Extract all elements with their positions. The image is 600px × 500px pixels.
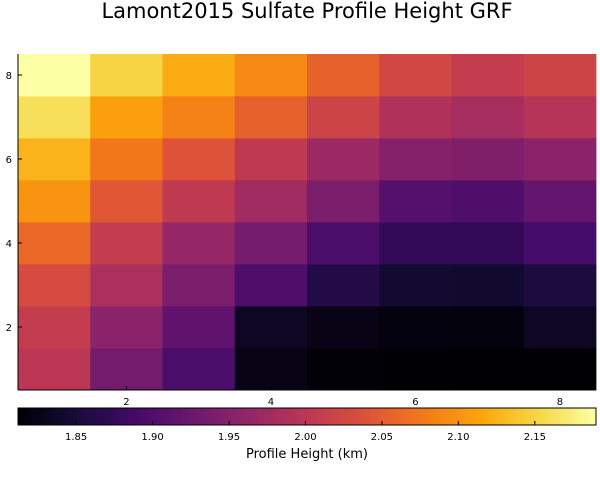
- heatmap-cell: [162, 54, 236, 97]
- heatmap-cell: [90, 180, 163, 223]
- x-tick-label: 8: [557, 397, 563, 408]
- colorbar-label: Profile Height (km): [246, 447, 368, 462]
- colorbar-tick-label: 2.00: [294, 432, 316, 443]
- colorbar-tick-label: 2.10: [447, 432, 469, 443]
- x-tick-label: 6: [412, 397, 418, 408]
- plot-axes: [17, 54, 596, 391]
- heatmap-cell: [234, 96, 308, 139]
- heatmap-cell: [90, 54, 163, 97]
- y-tick-label: 2: [6, 323, 12, 334]
- heatmap-cell: [379, 54, 452, 97]
- heatmap-cell: [90, 96, 163, 139]
- x-tick-label: 4: [268, 397, 274, 408]
- heatmap-cell: [523, 222, 597, 265]
- heatmap-cell: [234, 306, 308, 349]
- heatmap-cell: [379, 348, 452, 391]
- heatmap-cell: [523, 306, 597, 349]
- heatmap-cell: [162, 138, 236, 181]
- x-tick-label: 2: [123, 397, 129, 408]
- heatmap-cell: [451, 222, 525, 265]
- heatmap-cell: [307, 348, 380, 391]
- heatmap-cell: [379, 306, 452, 349]
- heatmap-cell: [451, 96, 525, 139]
- colorbar-tick-label: 1.90: [141, 432, 163, 443]
- heatmap-cell: [18, 96, 91, 139]
- heatmap-cell: [234, 264, 308, 307]
- heatmap-cell: [307, 222, 380, 265]
- heatmap-cell: [451, 306, 525, 349]
- colorbar-tick-label: 2.05: [371, 432, 393, 443]
- heatmap-cell: [90, 222, 163, 265]
- heatmap-cell: [234, 180, 308, 223]
- heatmap-cell: [90, 264, 163, 307]
- heatmap-cell: [307, 96, 380, 139]
- heatmap-cell: [451, 54, 525, 97]
- heatmap-cell: [379, 264, 452, 307]
- heatmap-cell: [379, 96, 452, 139]
- heatmap-cell: [90, 306, 163, 349]
- heatmap-cell: [307, 264, 380, 307]
- y-axis-ticks: 2 4 6 8: [6, 71, 22, 334]
- heatmap-cell: [451, 348, 525, 391]
- heatmap-cell: [90, 138, 163, 181]
- heatmap-cells: [18, 54, 597, 391]
- heatmap-cell: [307, 138, 380, 181]
- heatmap-cell: [523, 348, 597, 391]
- heatmap-cell: [18, 54, 91, 97]
- heatmap-cell: [451, 138, 525, 181]
- heatmap-cell: [234, 54, 308, 97]
- heatmap-cell: [18, 348, 91, 391]
- heatmap-cell: [307, 54, 380, 97]
- colorbar-ticks: 1.85 1.90 1.95 2.00 2.05 2.10 2.15: [65, 421, 546, 443]
- colorbar: [17, 407, 597, 426]
- heatmap-cell: [162, 180, 236, 223]
- y-tick-label: 4: [6, 239, 12, 250]
- heatmap-cell: [162, 306, 236, 349]
- heatmap-cell: [162, 222, 236, 265]
- heatmap-cell: [379, 222, 452, 265]
- heatmap-cell: [162, 348, 236, 391]
- heatmap-cell: [234, 222, 308, 265]
- colorbar-tick-label: 1.95: [218, 432, 240, 443]
- heatmap-cell: [307, 180, 380, 223]
- heatmap-cell: [18, 138, 91, 181]
- heatmap-cell: [18, 180, 91, 223]
- colorbar-tick-label: 1.85: [65, 432, 87, 443]
- chart-title: Lamont2015 Sulfate Profile Height GRF: [101, 0, 512, 23]
- heatmap-cell: [379, 138, 452, 181]
- heatmap-cell: [18, 306, 91, 349]
- heatmap-cell: [18, 264, 91, 307]
- heatmap-cell: [162, 264, 236, 307]
- heatmap-cell: [234, 138, 308, 181]
- y-tick-label: 6: [6, 155, 12, 166]
- heatmap-cell: [523, 264, 597, 307]
- heatmap-cell: [451, 264, 525, 307]
- heatmap-cell: [162, 96, 236, 139]
- heatmap-cell: [523, 54, 597, 97]
- heatmap-cell: [379, 180, 452, 223]
- heatmap-cell: [90, 348, 163, 391]
- heatmap-cell: [451, 180, 525, 223]
- heatmap-cell: [234, 348, 308, 391]
- heatmap-cell: [307, 306, 380, 349]
- heatmap-cell: [523, 96, 597, 139]
- heatmap-cell: [523, 180, 597, 223]
- y-tick-label: 8: [6, 71, 12, 82]
- colorbar-tick-label: 2.15: [524, 432, 546, 443]
- heatmap-cell: [523, 138, 597, 181]
- x-axis-ticks: 2 4 6 8: [123, 386, 563, 408]
- heatmap-cell: [18, 222, 91, 265]
